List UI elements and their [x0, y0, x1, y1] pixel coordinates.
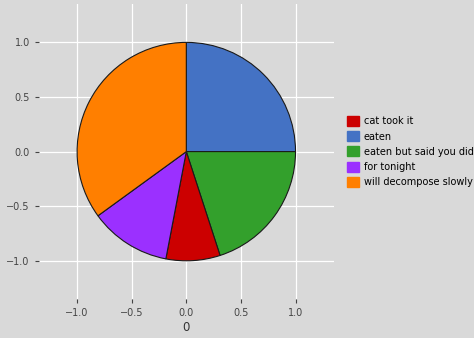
Wedge shape: [77, 42, 186, 216]
Wedge shape: [98, 152, 186, 259]
Legend: cat took it, eaten, eaten but said you didn't, for tonight, will decompose slowl: cat took it, eaten, eaten but said you d…: [345, 113, 474, 190]
Wedge shape: [166, 152, 220, 261]
X-axis label: 0: 0: [182, 321, 190, 334]
Y-axis label: 0: 0: [0, 148, 4, 155]
Wedge shape: [186, 152, 295, 256]
Wedge shape: [186, 42, 295, 152]
